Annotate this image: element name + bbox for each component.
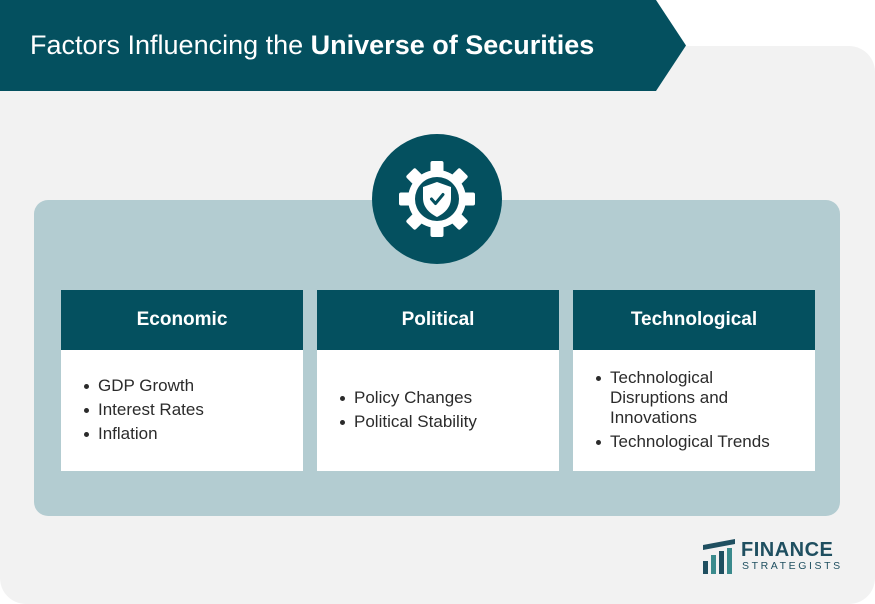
list-item: Interest Rates [83, 400, 291, 420]
card-heading: Political [317, 290, 559, 350]
page-title: Factors Influencing the Universe of Secu… [30, 30, 595, 60]
factor-card-political: Political Policy Changes Political Stabi… [317, 290, 559, 471]
title-banner: Factors Influencing the Universe of Secu… [0, 0, 686, 91]
list-item: GDP Growth [83, 376, 291, 396]
card-heading: Technological [573, 290, 815, 350]
logo-name: FINANCE [741, 539, 834, 561]
gear-shield-icon [372, 134, 502, 264]
logo-tagline: STRATEGISTS [742, 560, 843, 572]
finance-strategists-logo: FINANCE STRATEGISTS [701, 539, 840, 575]
factor-list: Policy Changes Political Stability [339, 385, 547, 436]
factor-card-technological: Technological Technological Disruptions … [573, 290, 815, 471]
factor-card-economic: Economic GDP Growth Interest Rates Infla… [61, 290, 303, 471]
list-item: Technological Trends [595, 432, 785, 452]
logo-mark-icon [703, 539, 735, 574]
list-item: Policy Changes [339, 388, 547, 408]
list-item: Political Stability [339, 412, 547, 432]
factor-list: GDP Growth Interest Rates Inflation [83, 373, 291, 448]
list-item: Technological Disruptions and Innovation… [595, 368, 785, 428]
list-item: Inflation [83, 424, 291, 444]
factor-list: Technological Disruptions and Innovation… [595, 365, 785, 456]
card-heading: Economic [61, 290, 303, 350]
